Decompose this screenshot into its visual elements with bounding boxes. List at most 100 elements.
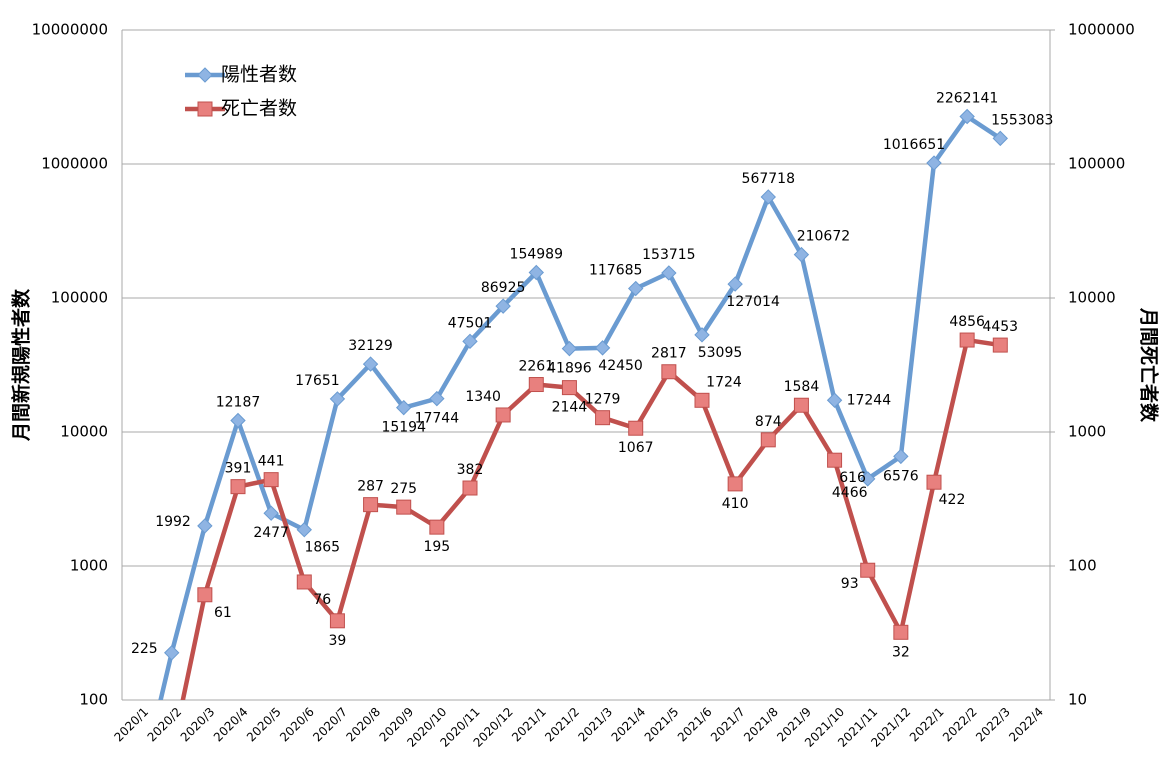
y2-tick-label: 100000 — [1068, 155, 1125, 173]
marker — [230, 412, 246, 429]
data-label: 39 — [329, 633, 347, 649]
data-label: 1279 — [585, 392, 621, 408]
data-label: 4856 — [949, 314, 985, 330]
data-label: 41896 — [547, 361, 592, 377]
marker — [230, 479, 246, 495]
marker — [329, 613, 345, 629]
marker — [595, 410, 611, 426]
series-line — [158, 114, 1002, 700]
data-label: 32129 — [348, 338, 393, 354]
x-tick-label: 2021/5 — [642, 705, 682, 745]
data-label: 4466 — [832, 485, 868, 501]
x-tick-label: 2021/3 — [575, 705, 615, 745]
y2-tick-label: 100 — [1068, 557, 1097, 575]
x-tick-label: 2020/3 — [178, 705, 218, 745]
data-label: 117685 — [589, 263, 642, 279]
y2-tick-label: 10000 — [1068, 289, 1116, 307]
data-label: 15194 — [381, 420, 426, 436]
marker — [760, 189, 776, 205]
data-label: 382 — [457, 462, 484, 478]
marker — [827, 452, 843, 468]
marker — [561, 340, 578, 357]
y2-tick-label: 10 — [1068, 691, 1087, 709]
marker — [992, 337, 1008, 353]
marker — [429, 519, 445, 535]
data-label: 1553083 — [991, 112, 1053, 128]
data-label: 225 — [131, 641, 158, 657]
data-label: 275 — [390, 481, 417, 497]
data-label: 616 — [839, 470, 866, 486]
x-tick-label: 2022/1 — [907, 705, 947, 745]
marker — [495, 298, 511, 314]
y-tick-label: 1000000 — [41, 155, 108, 173]
data-label: 391 — [225, 461, 252, 477]
y2-tick-label: 1000000 — [1068, 21, 1135, 39]
marker — [396, 499, 412, 515]
data-label: 17244 — [847, 392, 892, 408]
data-label: 1724 — [706, 374, 742, 390]
y-tick-label: 10000 — [60, 423, 108, 441]
data-label: 567718 — [742, 171, 795, 187]
y-axis-title: 月間新規陽性者数 — [10, 288, 33, 442]
marker — [661, 364, 677, 380]
marker — [860, 471, 876, 487]
x-tick-label: 2022/4 — [1006, 705, 1046, 745]
data-label: 17744 — [415, 411, 460, 427]
data-label: 127014 — [726, 294, 780, 310]
marker — [694, 327, 710, 343]
marker — [165, 746, 179, 760]
data-label: 6576 — [883, 468, 919, 484]
marker — [263, 505, 279, 521]
y2-axis-title: 月間死亡者数 — [1138, 307, 1161, 423]
data-label: 42450 — [598, 358, 643, 374]
y-tick-label: 1000 — [70, 557, 108, 575]
marker — [926, 474, 942, 490]
marker — [164, 645, 180, 661]
x-tick-label: 2020/1 — [111, 705, 151, 745]
marker — [694, 392, 710, 408]
marker — [197, 587, 213, 603]
data-label: 2817 — [651, 346, 687, 362]
marker — [429, 390, 445, 407]
marker — [462, 333, 478, 350]
marker — [628, 420, 644, 436]
legend-label: 陽性者数 — [221, 64, 297, 86]
y2-tick-label: 1000 — [1068, 423, 1106, 441]
marker — [727, 476, 743, 492]
marker — [959, 332, 975, 348]
data-label: 210672 — [797, 229, 850, 245]
data-label: 47501 — [448, 315, 493, 331]
data-label: 32 — [892, 644, 910, 660]
data-label: 422 — [939, 492, 966, 508]
x-tick-label: 2022/3 — [973, 705, 1013, 745]
x-tick-label: 2021/8 — [741, 705, 781, 745]
marker — [462, 480, 478, 496]
data-label: 153715 — [642, 247, 695, 263]
data-label: 93 — [841, 576, 859, 592]
marker — [296, 574, 312, 590]
x-tick-label: 2020/8 — [343, 705, 383, 745]
marker — [826, 392, 843, 408]
marker — [495, 407, 511, 423]
legend-label: 死亡者数 — [221, 98, 297, 120]
data-label: 12187 — [216, 394, 261, 410]
marker — [329, 391, 346, 407]
data-label: 86925 — [481, 280, 526, 296]
data-label: 874 — [755, 414, 782, 430]
x-tick-label: 2022/2 — [940, 705, 980, 745]
data-label: 4453 — [982, 319, 1018, 335]
x-tick-label: 2020/7 — [310, 705, 350, 745]
marker — [959, 108, 975, 125]
data-label: 76 — [313, 592, 331, 608]
marker — [396, 399, 412, 416]
x-tick-label: 2021/6 — [675, 705, 715, 745]
marker — [926, 155, 942, 171]
data-label: 410 — [722, 496, 749, 512]
data-label: 2262141 — [936, 90, 998, 106]
data-label: 1016651 — [883, 137, 945, 153]
marker — [793, 246, 810, 263]
data-label: 1340 — [465, 389, 501, 405]
marker — [992, 130, 1008, 147]
marker — [363, 497, 379, 513]
